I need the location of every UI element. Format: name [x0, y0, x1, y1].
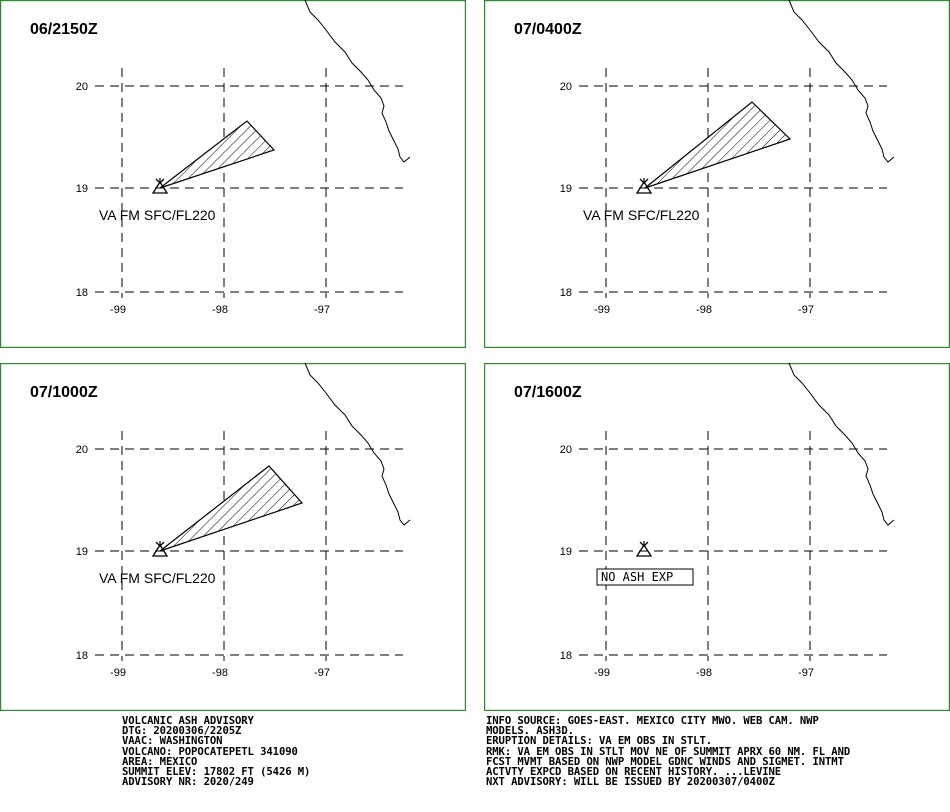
advisory-right-line: RMK: VA EM OBS IN STLT MOV NE OF SUMMIT … [486, 745, 851, 758]
latitude-label: 20 [76, 444, 88, 456]
latitude-label: 18 [76, 650, 88, 662]
longitude-label: -98 [212, 304, 228, 316]
advisory-left-line: VAAC: WASHINGTON [122, 735, 223, 748]
panel-frame [0, 363, 466, 711]
advisory-right-line: MODELS. ASH3D. [486, 725, 574, 738]
advisory-left-line: ADVISORY NR: 2020/249 [122, 776, 254, 789]
volcano-icon [151, 178, 169, 194]
volcano-icon [635, 541, 653, 557]
advisory-left-line: VOLCANIC ASH ADVISORY [122, 715, 254, 727]
advisory-left-line: AREA: MEXICO [122, 755, 198, 768]
longitude-label: -97 [314, 667, 330, 679]
longitude-label: -98 [212, 667, 228, 679]
latitude-label: 19 [560, 546, 572, 558]
longitude-label: -99 [110, 667, 126, 679]
coastline [788, 0, 895, 163]
panel-time-title: 07/0400Z [514, 21, 582, 38]
longitude-label: -98 [696, 304, 712, 316]
latitude-label: 18 [560, 650, 572, 662]
coastline [304, 362, 411, 526]
latitude-label: 20 [76, 81, 88, 93]
latitude-label: 19 [560, 183, 572, 195]
advisory-left-line: SUMMIT ELEV: 17802 FT (5426 M) [122, 766, 311, 779]
panel-time-title: 06/2150Z [30, 21, 98, 38]
latitude-label: 18 [560, 287, 572, 299]
coastline [304, 0, 411, 163]
advisory-right-line: ERUPTION DETAILS: VA EM OBS IN STLT. [486, 735, 713, 748]
longitude-label: -97 [798, 304, 814, 316]
ash-level-label: VA FM SFC/FL220 [99, 570, 216, 586]
latitude-label: 19 [76, 183, 88, 195]
volcano-icon [151, 541, 169, 557]
longitude-label: -98 [696, 667, 712, 679]
advisory-right-line: NXT ADVISORY: WILL BE ISSUED BY 20200307… [486, 776, 775, 789]
advisory-right-block: INFO SOURCE: GOES-EAST. MEXICO CITY MWO.… [486, 715, 851, 789]
longitude-label: -99 [594, 667, 610, 679]
panel-time-title: 07/1600Z [514, 384, 582, 401]
ash-cloud-polygon [159, 120, 276, 189]
forecast-panel: 20 19 18 -99 -98 -97 07/1600Z NO ASH EXP [484, 362, 950, 711]
panel-frame [0, 0, 466, 348]
forecast-panel: 20 19 18 -99 -98 -97 06/2150Z VA FM SFC/FL220 [0, 0, 466, 348]
ash-cloud-polygon [644, 101, 792, 189]
advisory-right-line: ACTVTY EXPCD BASED ON RECENT HISTORY. ..… [486, 766, 782, 779]
ash-level-label: VA FM SFC/FL220 [99, 207, 216, 223]
no-ash-label: NO ASH EXP [601, 570, 673, 584]
advisory-left-line: DTG: 20200306/2205Z [122, 725, 242, 738]
panel-map: 20 19 18 -99 -98 -97 07/0400Z VA FM SFC/FL220 [484, 0, 950, 348]
longitude-label: -99 [110, 304, 126, 316]
latitude-label: 19 [76, 546, 88, 558]
advisory-left-line: VOLCANO: POPOCATEPETL 341090 [122, 745, 298, 758]
forecast-panel: 20 19 18 -99 -98 -97 07/1000Z VA FM SFC/FL220 [0, 362, 466, 711]
panel-map: 20 19 18 -99 -98 -97 06/2150Z VA FM SFC/FL220 [0, 0, 466, 348]
longitude-label: -97 [798, 667, 814, 679]
panel-map: 20 19 18 -99 -98 -97 07/1600Z NO ASH EXP [484, 362, 950, 711]
panel-time-title: 07/1000Z [30, 384, 98, 401]
latitude-label: 20 [560, 444, 572, 456]
advisory-right-line: FCST MVMT BASED ON NWP MODEL GDNC WINDS … [486, 755, 844, 768]
ash-level-label: VA FM SFC/FL220 [583, 207, 700, 223]
panel-frame [484, 363, 950, 711]
advisory-left-block: VOLCANIC ASH ADVISORY DTG: 20200306/2205… [122, 715, 311, 789]
panel-frame [484, 0, 950, 348]
longitude-label: -99 [594, 304, 610, 316]
no-ash-box [596, 568, 694, 586]
panel-map: 20 19 18 -99 -98 -97 07/1000Z VA FM SFC/FL220 [0, 362, 466, 711]
ash-cloud-polygon [159, 465, 304, 552]
forecast-panel: 20 19 18 -99 -98 -97 07/0400Z VA FM SFC/FL220 [484, 0, 950, 348]
latitude-label: 20 [560, 81, 572, 93]
latitude-label: 18 [76, 287, 88, 299]
advisory-right-line: INFO SOURCE: GOES-EAST. MEXICO CITY MWO.… [486, 715, 819, 727]
longitude-label: -97 [314, 304, 330, 316]
volcano-icon [635, 178, 653, 194]
coastline [788, 362, 895, 526]
